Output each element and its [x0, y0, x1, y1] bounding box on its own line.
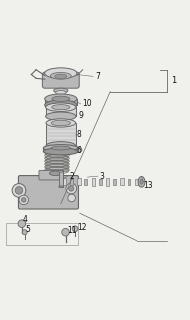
Ellipse shape — [46, 112, 76, 121]
Bar — [77, 178, 81, 186]
Bar — [135, 179, 138, 185]
Ellipse shape — [50, 72, 71, 79]
Ellipse shape — [55, 91, 66, 94]
Bar — [63, 178, 66, 186]
Circle shape — [18, 220, 26, 228]
Bar — [46, 123, 76, 146]
FancyBboxPatch shape — [42, 72, 79, 88]
Ellipse shape — [49, 171, 63, 176]
Text: 4: 4 — [23, 215, 28, 224]
Bar — [45, 99, 77, 105]
Bar — [120, 179, 124, 185]
Ellipse shape — [59, 186, 63, 188]
Text: 11: 11 — [67, 226, 77, 235]
Ellipse shape — [43, 148, 78, 155]
Text: 1: 1 — [171, 76, 176, 85]
Text: 8: 8 — [77, 130, 82, 139]
Text: 7: 7 — [95, 72, 100, 81]
Bar — [99, 179, 102, 185]
Bar — [128, 179, 130, 185]
Bar — [43, 148, 78, 151]
Circle shape — [22, 230, 27, 235]
Circle shape — [66, 183, 77, 194]
Text: 13: 13 — [143, 181, 153, 190]
Circle shape — [19, 195, 28, 205]
Bar — [113, 179, 116, 185]
Circle shape — [68, 194, 75, 202]
Circle shape — [72, 226, 78, 232]
Ellipse shape — [46, 119, 76, 127]
Ellipse shape — [51, 146, 70, 150]
Bar — [59, 172, 63, 187]
Bar — [106, 178, 109, 186]
FancyBboxPatch shape — [39, 171, 64, 180]
Ellipse shape — [46, 142, 76, 150]
Ellipse shape — [138, 177, 145, 187]
Ellipse shape — [140, 180, 143, 184]
Text: 2: 2 — [69, 172, 74, 181]
Text: 10: 10 — [83, 100, 92, 108]
FancyBboxPatch shape — [18, 176, 78, 209]
Text: 9: 9 — [79, 111, 84, 120]
Bar — [70, 179, 73, 185]
Circle shape — [77, 147, 82, 152]
Bar — [6, 223, 78, 244]
Ellipse shape — [46, 103, 76, 111]
Ellipse shape — [55, 74, 67, 79]
Bar — [92, 178, 95, 186]
Ellipse shape — [51, 120, 70, 126]
Text: 3: 3 — [100, 172, 105, 181]
Circle shape — [62, 228, 69, 236]
Circle shape — [12, 184, 26, 197]
Ellipse shape — [52, 105, 70, 110]
Ellipse shape — [57, 98, 65, 101]
Ellipse shape — [45, 94, 77, 104]
Circle shape — [21, 198, 26, 202]
Ellipse shape — [45, 68, 77, 78]
Circle shape — [69, 186, 74, 191]
Ellipse shape — [58, 100, 64, 103]
Text: 12: 12 — [77, 223, 86, 232]
Ellipse shape — [45, 100, 77, 110]
Text: 5: 5 — [26, 225, 31, 234]
Bar — [84, 179, 87, 185]
Ellipse shape — [59, 171, 63, 172]
Ellipse shape — [43, 145, 78, 151]
Ellipse shape — [52, 96, 70, 101]
Bar — [46, 107, 76, 116]
Ellipse shape — [54, 88, 68, 93]
Circle shape — [15, 187, 23, 194]
Text: 6: 6 — [77, 146, 82, 156]
